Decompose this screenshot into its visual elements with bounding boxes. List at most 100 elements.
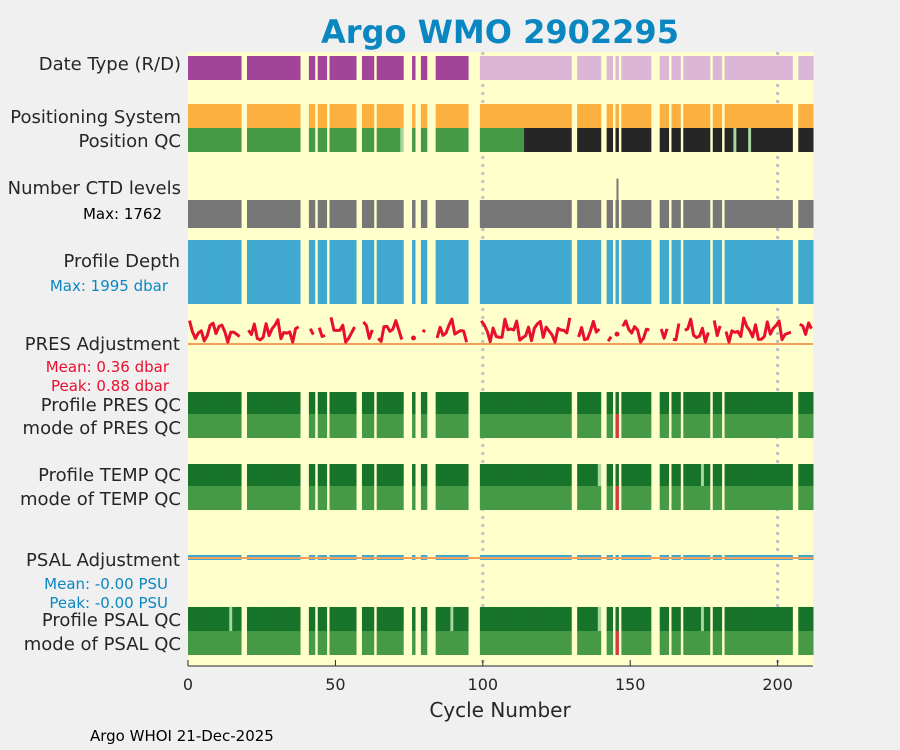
profile-depth-bar-cycle-35 <box>288 240 292 304</box>
footer-text: Argo WHOI 21-Dec-2025 <box>90 727 274 745</box>
temp-mode-bar-cycle-174 <box>698 486 702 510</box>
positioning-bar-cycle-66 <box>379 104 384 128</box>
date-type-bar-cycle-66 <box>379 56 384 80</box>
pres-mode-bar-cycle-89 <box>447 414 451 438</box>
ctd-levels-bar-cycle-149 <box>624 200 628 228</box>
temp-mode-bar-cycle-130 <box>568 486 572 510</box>
date-type-bar-cycle-2 <box>190 56 195 80</box>
psal-qc-bar-cycle-54 <box>344 607 348 631</box>
psal-qc-bar-cycle-109 <box>506 607 510 631</box>
temp-mode-bar-cycle-189 <box>742 486 746 510</box>
psal-mode-bar-cycle-120 <box>538 631 543 655</box>
temp-mode-bar-cycle-139 <box>594 486 599 510</box>
pres-qc-bar-cycle-25 <box>258 392 263 414</box>
date-type-bar-cycle-38 <box>297 56 301 80</box>
pres-qc-bar-cycle-60 <box>361 392 366 414</box>
pres-mode-bar-cycle-46 <box>320 414 325 438</box>
position-qc-bar-cycle-135 <box>583 128 587 152</box>
temp-mode-bar-cycle-183 <box>724 486 729 510</box>
temp-mode-bar-cycle-126 <box>556 486 560 510</box>
temp-qc-bar-cycle-94 <box>462 464 466 486</box>
position-qc-bar-cycle-91 <box>453 128 457 152</box>
positioning-bar-cycle-148 <box>621 104 625 128</box>
pres-mode-bar-cycle-190 <box>745 414 749 438</box>
psal-qc-bar-cycle-14 <box>226 607 230 631</box>
ctd-levels-bar-cycle-87 <box>441 200 445 228</box>
psal-qc-bar-cycle-63 <box>370 607 375 631</box>
temp-qc-bar-cycle-179 <box>712 464 717 486</box>
psal-qc-bar-cycle-116 <box>527 607 531 631</box>
pres-qc-bar-cycle-163 <box>665 392 670 414</box>
date-type-bar-cycle-134 <box>580 56 584 80</box>
psal-qc-bar-cycle-67 <box>382 607 387 631</box>
position-qc-bar-cycle-212 <box>810 128 814 152</box>
profile-depth-bar-cycle-46 <box>320 240 325 304</box>
position-qc-bar-cycle-177 <box>706 128 711 152</box>
date-type-bar-cycle-171 <box>689 56 693 80</box>
positioning-bar-cycle-181 <box>718 104 723 128</box>
positioning-bar-cycle-173 <box>695 104 699 128</box>
pres-qc-bar-cycle-121 <box>541 392 546 414</box>
psal-qc-bar-cycle-68 <box>385 607 389 631</box>
temp-qc-bar-cycle-31 <box>276 464 280 486</box>
temp-qc-bar-cycle-43 <box>311 464 316 486</box>
temp-qc-bar-cycle-198 <box>768 464 773 486</box>
position-qc-bar-cycle-148 <box>621 128 625 152</box>
profile-depth-bar-cycle-21 <box>246 240 251 304</box>
psal-qc-bar-cycle-29 <box>270 607 274 631</box>
pres-qc-bar-cycle-124 <box>550 392 555 414</box>
ctd-levels-bar-cycle-85 <box>435 200 440 228</box>
ctd-levels-bar-cycle-146 <box>615 200 619 228</box>
psal-mode-bar-cycle-62 <box>367 631 372 655</box>
pres-qc-bar-cycle-22 <box>249 392 254 414</box>
psal-qc-bar-cycle-101 <box>482 607 487 631</box>
date-type-bar-cycle-62 <box>367 56 372 80</box>
pres-qc-bar-cycle-129 <box>565 392 569 414</box>
temp-qc-bar-cycle-156 <box>644 464 649 486</box>
pres-mode-bar-cycle-211 <box>807 414 811 438</box>
ctd-levels-bar-cycle-179 <box>712 200 717 228</box>
position-qc-bar-cycle-170 <box>686 128 690 152</box>
positioning-bar-cycle-92 <box>456 104 460 128</box>
pres-qc-bar-cycle-32 <box>279 392 283 414</box>
position-qc-bar-cycle-68 <box>385 128 389 152</box>
pres-qc-bar-cycle-109 <box>506 392 510 414</box>
date-type-bar-cycle-185 <box>730 56 734 80</box>
date-type-bar-cycle-33 <box>282 56 286 80</box>
position-qc-bar-cycle-134 <box>580 128 584 152</box>
temp-qc-bar-cycle-173 <box>695 464 699 486</box>
ctd-levels-bar-cycle-32 <box>279 200 283 228</box>
psal-mode-bar-cycle-11 <box>217 631 221 655</box>
position-qc-bar-cycle-17 <box>235 128 239 152</box>
temp-qc-bar-cycle-174 <box>698 464 702 486</box>
psal-mode-bar-cycle-115 <box>524 631 528 655</box>
date-type-bar-cycle-125 <box>553 56 558 80</box>
pres-mean-annotation: Mean: 0.36 dbar <box>46 358 170 376</box>
positioning-bar-cycle-65 <box>376 104 381 128</box>
psal-mode-bar-cycle-16 <box>232 631 236 655</box>
temp-qc-bar-cycle-191 <box>748 464 752 486</box>
temp-qc-bar-cycle-32 <box>279 464 283 486</box>
position-qc-bar-cycle-11 <box>217 128 221 152</box>
temp-mode-bar-cycle-51 <box>335 486 339 510</box>
profile-depth-bar-cycle-33 <box>282 240 286 304</box>
ctd-levels-bar-cycle-170 <box>686 200 690 228</box>
pres-mode-bar-cycle-37 <box>294 414 298 438</box>
temp-mode-bar-cycle-187 <box>736 486 740 510</box>
psal-qc-bar-cycle-167 <box>677 607 681 631</box>
positioning-bar-cycle-3 <box>193 104 198 128</box>
psal-qc-bar-cycle-144 <box>609 607 614 631</box>
positioning-bar-cycle-195 <box>759 104 764 128</box>
temp-mode-bar-cycle-52 <box>338 486 342 510</box>
pres-mode-bar-cycle-77 <box>412 414 416 438</box>
ctd-levels-bar-cycle-107 <box>500 200 504 228</box>
pres-qc-bar-cycle-111 <box>512 392 516 414</box>
ctd-levels-bar-cycle-152 <box>633 200 637 228</box>
pres-mode-bar-cycle-212 <box>810 414 814 438</box>
position-qc-bar-cycle-121 <box>541 128 546 152</box>
profile-depth-bar-cycle-87 <box>441 240 445 304</box>
temp-mode-bar-cycle-173 <box>695 486 699 510</box>
temp-mode-bar-cycle-14 <box>226 486 230 510</box>
positioning-bar-cycle-42 <box>308 104 313 128</box>
positioning-bar-cycle-89 <box>447 104 451 128</box>
